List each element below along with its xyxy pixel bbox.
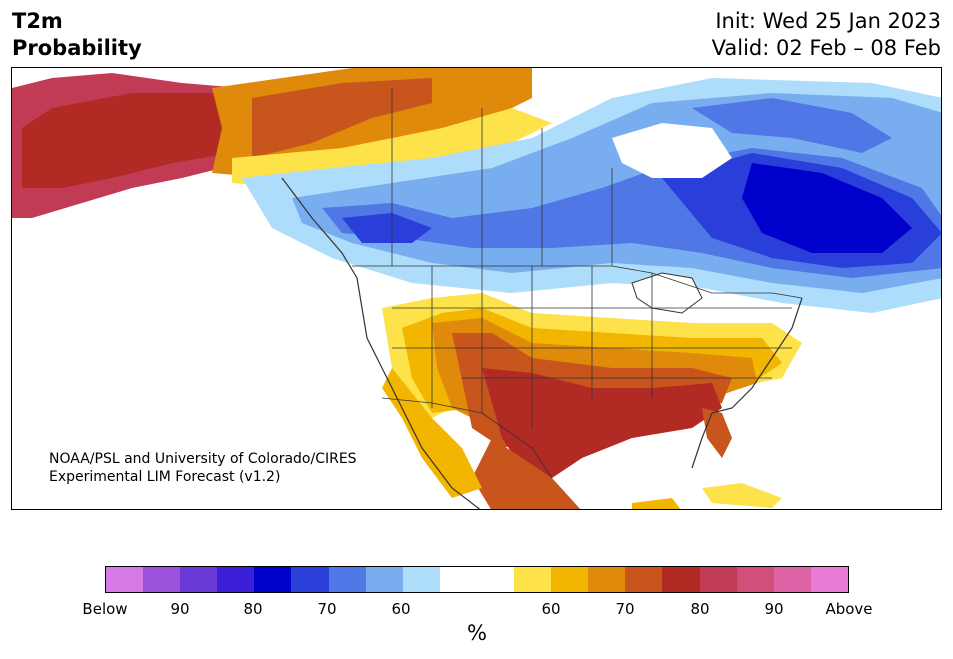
political-borders: [352, 88, 803, 479]
colorbar-swatch: [254, 567, 292, 592]
title-right: Init: Wed 25 Jan 2023 Valid: 02 Feb – 08…: [712, 8, 941, 62]
map-canvas: [12, 68, 941, 509]
nw-canada-darkorange: [252, 78, 432, 158]
forecast-map: [11, 67, 942, 510]
colorbar-tick-label: 80: [690, 600, 710, 618]
title-variable: T2m: [12, 9, 63, 33]
colorbar-swatch: [699, 567, 737, 592]
canada-cold-deep: [342, 213, 432, 243]
colorbar-swatch: [625, 567, 663, 592]
colorbar-tick-label: 90: [764, 600, 784, 618]
colorbar-swatch: [773, 567, 811, 592]
init-date: Init: Wed 25 Jan 2023: [715, 9, 941, 33]
eastern-canada-blue: [692, 98, 892, 153]
us-warm-red: [482, 368, 722, 478]
colorbar-swatch: [180, 567, 218, 592]
valid-range: Valid: 02 Feb – 08 Feb: [711, 36, 941, 60]
hispaniola: [632, 498, 681, 509]
quebec-cold-deepest: [742, 163, 912, 253]
colorbar: [105, 566, 849, 593]
pacific-coastline: [281, 177, 481, 509]
title-left: T2m Probability: [12, 8, 142, 62]
colorbar-tick-label: Above: [825, 600, 873, 618]
colorbar-tick-label: 70: [615, 600, 635, 618]
colorbar-swatch: [143, 567, 181, 592]
hudson-bay: [612, 123, 732, 178]
colorbar-tick-label: Below: [82, 600, 128, 618]
colorbar-unit: %: [467, 621, 487, 645]
credit-text: NOAA/PSL and University of Colorado/CIRE…: [49, 450, 357, 486]
alaska-red-core: [22, 93, 252, 188]
colorbar-swatch: [514, 567, 552, 592]
colorbar-swatch: [402, 567, 440, 592]
colorbar-tick-label: 60: [391, 600, 411, 618]
credit-line-1: NOAA/PSL and University of Colorado/CIRE…: [49, 451, 357, 467]
colorbar-swatch: [810, 567, 848, 592]
atlantic-coastline: [691, 297, 803, 469]
title-probability: Probability: [12, 36, 142, 60]
great-lakes: [631, 272, 703, 314]
colorbar-swatch: [328, 567, 366, 592]
us-canada-border: [352, 265, 803, 299]
colorbar-tick-label: 90: [170, 600, 190, 618]
colorbar-swatch: [439, 567, 477, 592]
colorbar-swatch: [217, 567, 255, 592]
credit-line-2: Experimental LIM Forecast (v1.2): [49, 469, 281, 485]
colorbar-tick-label: 70: [317, 600, 337, 618]
colorbar-swatch: [365, 567, 403, 592]
colorbar-swatch: [476, 567, 515, 592]
cuba-yellow: [702, 483, 782, 508]
colorbar-swatch: [588, 567, 626, 592]
mexico-warm: [472, 438, 581, 509]
florida-warm: [702, 408, 732, 458]
colorbar-tick-label: 80: [243, 600, 263, 618]
colorbar-swatch: [551, 567, 589, 592]
colorbar-swatch: [106, 567, 144, 592]
colorbar-swatch: [662, 567, 700, 592]
colorbar-tick-label: 60: [541, 600, 561, 618]
colorbar-swatch: [291, 567, 329, 592]
colorbar-swatch: [736, 567, 774, 592]
